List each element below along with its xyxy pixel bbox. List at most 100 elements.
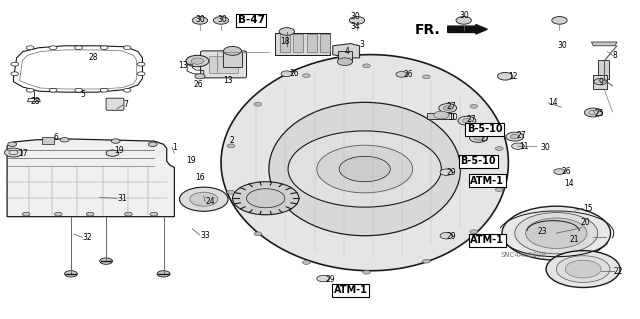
Circle shape bbox=[75, 88, 83, 92]
Text: 30: 30 bbox=[557, 41, 567, 50]
Circle shape bbox=[111, 139, 120, 143]
Text: 2: 2 bbox=[229, 136, 234, 145]
Circle shape bbox=[554, 169, 565, 174]
Text: 15: 15 bbox=[583, 204, 593, 213]
Text: 29: 29 bbox=[447, 168, 456, 177]
Text: 30: 30 bbox=[540, 143, 550, 152]
Circle shape bbox=[565, 260, 601, 278]
Bar bbox=[209, 56, 238, 73]
Circle shape bbox=[150, 212, 158, 216]
Circle shape bbox=[440, 233, 453, 239]
Circle shape bbox=[254, 102, 262, 106]
Circle shape bbox=[22, 212, 30, 216]
Text: 30: 30 bbox=[351, 12, 360, 21]
Text: 21: 21 bbox=[569, 235, 579, 244]
Text: 19: 19 bbox=[115, 146, 124, 155]
Circle shape bbox=[434, 111, 449, 119]
FancyBboxPatch shape bbox=[200, 51, 246, 78]
Circle shape bbox=[232, 182, 299, 215]
Text: 32: 32 bbox=[83, 233, 92, 242]
Text: 30: 30 bbox=[218, 15, 228, 24]
Circle shape bbox=[317, 275, 330, 282]
Circle shape bbox=[179, 187, 228, 211]
Bar bbox=[280, 34, 290, 51]
Circle shape bbox=[4, 148, 22, 157]
Text: 29: 29 bbox=[447, 232, 456, 241]
Text: 12: 12 bbox=[508, 72, 518, 81]
Circle shape bbox=[124, 88, 131, 92]
Circle shape bbox=[469, 133, 487, 142]
Circle shape bbox=[100, 46, 108, 50]
Text: 20: 20 bbox=[580, 218, 590, 227]
Text: 13: 13 bbox=[223, 76, 232, 85]
Circle shape bbox=[124, 46, 131, 50]
Text: 24: 24 bbox=[205, 197, 214, 206]
Bar bbox=[223, 51, 242, 67]
Text: B-5-10: B-5-10 bbox=[461, 156, 496, 166]
Circle shape bbox=[439, 104, 457, 113]
Circle shape bbox=[189, 192, 218, 206]
Circle shape bbox=[474, 136, 483, 140]
Circle shape bbox=[396, 71, 408, 77]
Text: 33: 33 bbox=[200, 231, 210, 240]
Bar bbox=[42, 137, 54, 144]
Circle shape bbox=[138, 72, 145, 76]
Circle shape bbox=[191, 58, 204, 64]
Circle shape bbox=[195, 74, 205, 79]
Text: 9: 9 bbox=[598, 78, 604, 87]
Text: 14: 14 bbox=[564, 180, 573, 189]
Text: 28: 28 bbox=[30, 97, 40, 106]
Circle shape bbox=[470, 230, 477, 234]
Bar bbox=[593, 75, 607, 89]
Text: 13: 13 bbox=[178, 61, 188, 70]
Circle shape bbox=[11, 72, 19, 76]
Circle shape bbox=[458, 116, 476, 125]
Bar bbox=[338, 50, 352, 62]
Circle shape bbox=[281, 71, 292, 77]
Polygon shape bbox=[333, 44, 360, 58]
Circle shape bbox=[65, 271, 77, 277]
Text: 11: 11 bbox=[519, 142, 529, 151]
Text: 1: 1 bbox=[172, 143, 177, 152]
Circle shape bbox=[49, 46, 57, 50]
Text: 34: 34 bbox=[351, 22, 360, 31]
Circle shape bbox=[100, 88, 108, 92]
Circle shape bbox=[506, 132, 524, 141]
Circle shape bbox=[337, 58, 353, 65]
Circle shape bbox=[8, 142, 17, 146]
Circle shape bbox=[26, 88, 34, 92]
Polygon shape bbox=[221, 55, 508, 271]
Circle shape bbox=[495, 147, 503, 151]
Text: 27: 27 bbox=[516, 131, 526, 140]
Circle shape bbox=[186, 55, 209, 67]
Circle shape bbox=[227, 144, 235, 148]
Circle shape bbox=[138, 62, 145, 66]
Text: 8: 8 bbox=[612, 51, 617, 60]
Circle shape bbox=[246, 189, 285, 208]
Circle shape bbox=[303, 74, 310, 78]
Text: B-5-10: B-5-10 bbox=[467, 124, 502, 134]
Circle shape bbox=[227, 190, 235, 194]
Text: 26: 26 bbox=[289, 69, 299, 78]
Circle shape bbox=[288, 131, 442, 207]
Text: 14: 14 bbox=[548, 99, 558, 108]
Circle shape bbox=[317, 145, 413, 193]
Text: 31: 31 bbox=[117, 194, 127, 203]
Circle shape bbox=[363, 64, 371, 68]
Circle shape bbox=[349, 17, 365, 24]
Text: SNC4A0200B: SNC4A0200B bbox=[500, 252, 546, 258]
Circle shape bbox=[100, 258, 113, 264]
Circle shape bbox=[525, 218, 587, 249]
Text: ATM-1: ATM-1 bbox=[470, 176, 504, 186]
Circle shape bbox=[444, 106, 452, 110]
Circle shape bbox=[157, 271, 170, 277]
Text: 23: 23 bbox=[537, 227, 547, 236]
Circle shape bbox=[456, 17, 471, 24]
Text: 17: 17 bbox=[19, 149, 28, 158]
Bar bbox=[320, 34, 330, 51]
Circle shape bbox=[192, 17, 207, 24]
Circle shape bbox=[254, 232, 262, 236]
Circle shape bbox=[440, 169, 453, 175]
Circle shape bbox=[556, 256, 610, 282]
Circle shape bbox=[511, 143, 524, 149]
